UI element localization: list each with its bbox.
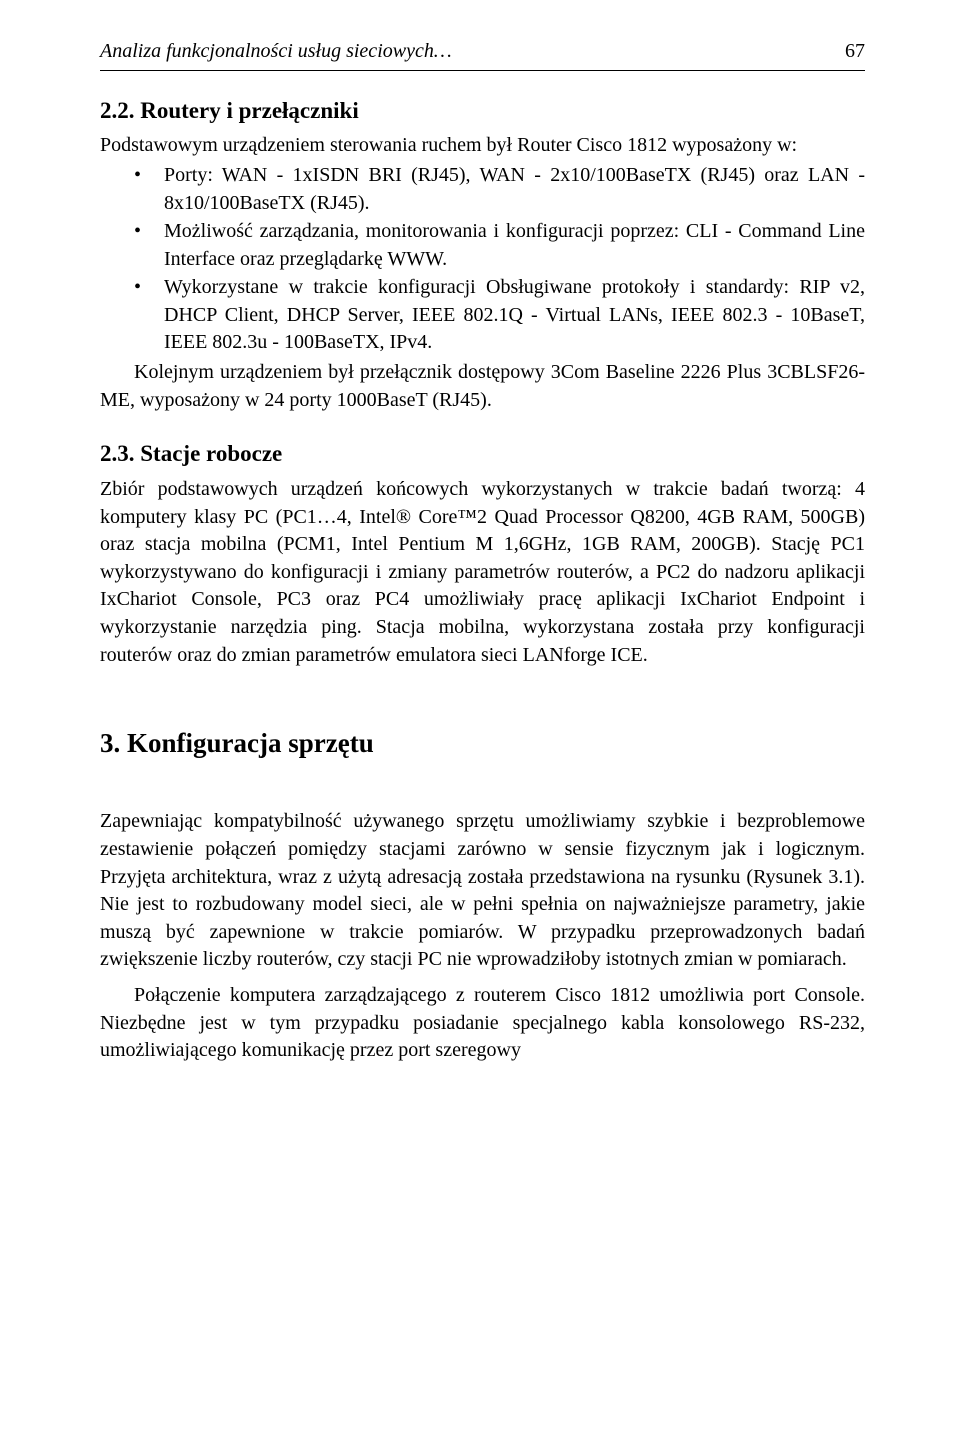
- section-2-3-body: Zbiór podstawowych urządzeń końcowych wy…: [100, 476, 865, 669]
- heading-2-3: 2.3. Stacje robocze: [100, 438, 865, 470]
- section-3-p1: Zapewniając kompatybilność używanego spr…: [100, 808, 865, 974]
- section-2-2-intro: Podstawowym urządzeniem sterowania ruche…: [100, 132, 865, 160]
- running-header: Analiza funkcjonalności usług sieciowych…: [100, 38, 865, 71]
- heading-3: 3. Konfiguracja sprzętu: [100, 725, 865, 762]
- section-2-3: 2.3. Stacje robocze Zbiór podstawowych u…: [100, 438, 865, 669]
- page-number: 67: [845, 38, 865, 66]
- section-3: 3. Konfiguracja sprzętu Zapewniając komp…: [100, 725, 865, 1065]
- section-2-2: 2.2. Routery i przełączniki Podstawowym …: [100, 95, 865, 415]
- list-item: Możliwość zarządzania, monitorowania i k…: [164, 218, 865, 273]
- list-item: Wykorzystane w trakcie konfiguracji Obsł…: [164, 274, 865, 357]
- section-2-2-after: Kolejnym urządzeniem był przełącznik dos…: [100, 359, 865, 414]
- section-3-p2: Połączenie komputera zarządzającego z ro…: [100, 982, 865, 1065]
- list-item: Porty: WAN - 1xISDN BRI (RJ45), WAN - 2x…: [164, 162, 865, 217]
- section-2-2-bullets: Porty: WAN - 1xISDN BRI (RJ45), WAN - 2x…: [100, 162, 865, 357]
- heading-2-2: 2.2. Routery i przełączniki: [100, 95, 865, 127]
- running-title: Analiza funkcjonalności usług sieciowych…: [100, 38, 452, 66]
